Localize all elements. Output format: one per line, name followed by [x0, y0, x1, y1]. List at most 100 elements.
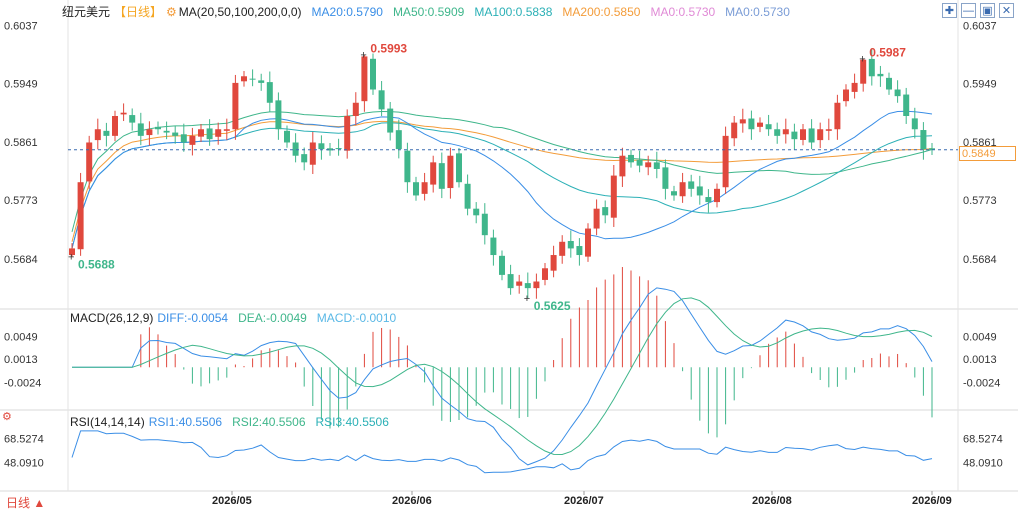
extreme-label: 0.5625 — [534, 299, 571, 313]
candle-body — [499, 255, 505, 275]
macd-tick-right: -0.0024 — [963, 377, 1000, 389]
date-label: 2026/09 — [912, 495, 952, 507]
ma20-line — [71, 110, 933, 249]
candle-body — [69, 248, 75, 256]
candle-body — [765, 124, 772, 130]
candle-body — [653, 162, 660, 169]
chart-toolbar: ✚ — ▣ ✕ — [942, 3, 1014, 18]
candle-body — [215, 129, 222, 137]
candle-body — [361, 56, 368, 102]
candle-body — [77, 182, 84, 250]
candle-body — [843, 89, 849, 102]
candle-body — [929, 148, 935, 150]
rsi-value-1: RSI2:40.5506 — [232, 415, 306, 429]
candle-body — [258, 80, 265, 83]
candle-body — [189, 135, 196, 145]
ma-value-4: MA0:0.5730 — [650, 5, 716, 19]
last-price-tag: 0.5849 — [959, 146, 1016, 161]
minus-icon[interactable]: — — [961, 3, 976, 18]
ma-value-2: MA100:0.5838 — [474, 5, 553, 19]
candle-body — [533, 281, 540, 289]
candle-body — [249, 78, 256, 80]
price-tick-left: 0.5684 — [4, 254, 38, 266]
macd-value-0: DIFF:-0.0054 — [157, 311, 229, 325]
candle-body — [559, 241, 566, 256]
price-tick-right: 0.5949 — [963, 79, 997, 91]
fullscreen-icon[interactable]: ▣ — [980, 3, 995, 18]
candle-body — [198, 129, 204, 137]
candle-body — [344, 116, 351, 151]
candle-body — [223, 129, 230, 131]
ma-value-5: MA0:0.5730 — [725, 5, 790, 19]
ma-value-1: MA50:0.5909 — [392, 5, 465, 19]
macd-legend: MACD(26,12,9) DIFF:-0.0054 DEA:-0.0049 MACD… — [70, 310, 416, 326]
extreme-label: 0.5688 — [78, 257, 115, 271]
macd-dea-line — [72, 297, 933, 456]
candle-body — [206, 128, 213, 140]
macd-diff-line — [72, 287, 933, 466]
candle-body — [137, 123, 144, 136]
candle-body — [335, 148, 342, 150]
candle-body — [301, 154, 308, 163]
date-label: 2026/05 — [212, 495, 252, 507]
period-label[interactable]: 【日线】 — [114, 5, 163, 19]
candle-body — [163, 130, 170, 133]
candle-body — [739, 119, 746, 124]
candle-body — [103, 130, 110, 136]
candle-body — [120, 112, 127, 115]
rsi-settings-icon[interactable]: ⚙ — [2, 411, 12, 423]
extreme-marker: + — [859, 53, 865, 65]
extreme-label: 0.5987 — [869, 45, 906, 59]
macd-tick-left: 0.0049 — [4, 331, 38, 343]
candle-body — [645, 162, 652, 168]
candle-body — [722, 135, 729, 188]
candle-body — [731, 122, 738, 139]
candle-body — [610, 175, 617, 218]
close-icon[interactable]: ✕ — [999, 3, 1014, 18]
candle-body — [860, 59, 867, 84]
settings-icon[interactable]: ⚙ — [166, 5, 177, 19]
candle-body — [619, 155, 626, 177]
candle-body — [86, 142, 93, 182]
price-tick-left: 0.5773 — [4, 195, 38, 207]
date-label: 2026/06 — [392, 495, 432, 507]
candle-body — [636, 159, 643, 166]
rsi-legend: RSI(14,14,14) RSI1:40.5506 RSI2:40.5506 RSI… — [70, 414, 409, 430]
candle-body — [524, 283, 531, 289]
candle-body — [800, 129, 806, 140]
candle-body — [817, 129, 824, 141]
extreme-marker: + — [524, 293, 530, 305]
candle-body — [834, 102, 841, 130]
candle-body — [464, 183, 471, 209]
candle-body — [284, 130, 290, 143]
candle-body — [481, 213, 488, 236]
candle-body — [894, 89, 901, 97]
rsi-tick-left: 48.0910 — [4, 458, 44, 470]
candle-body — [757, 122, 763, 127]
candle-body — [473, 208, 480, 216]
extreme-label: 0.5993 — [370, 41, 407, 55]
candle-body — [886, 77, 892, 90]
macd-tick-left: -0.0024 — [4, 377, 41, 389]
candle-body — [404, 150, 411, 183]
candle-body — [456, 153, 462, 183]
crosshair-icon[interactable]: ✚ — [942, 3, 957, 18]
price-legend: 纽元美元 【日线】 ⚙ MA(20,50,100,200,0,0) MA20:0.579… — [62, 4, 810, 20]
candle-body — [292, 142, 299, 156]
macd-tick-right: 0.0013 — [963, 354, 997, 366]
candle-body — [602, 207, 609, 216]
candle-body — [903, 94, 910, 116]
price-tick-right: 0.5773 — [963, 195, 997, 207]
candle-body — [714, 188, 720, 203]
period-switch[interactable]: 日线 ▲ — [6, 496, 46, 510]
candle-body — [911, 118, 918, 130]
rsi-label: RSI(14,14,14) — [70, 415, 145, 429]
candle-body — [241, 76, 247, 82]
price-tick-right: 0.6037 — [963, 20, 997, 32]
candle-body — [542, 268, 548, 280]
candle-body — [490, 237, 497, 256]
candle-body — [825, 129, 832, 131]
candle-body — [791, 131, 798, 140]
candle-body — [232, 82, 239, 130]
